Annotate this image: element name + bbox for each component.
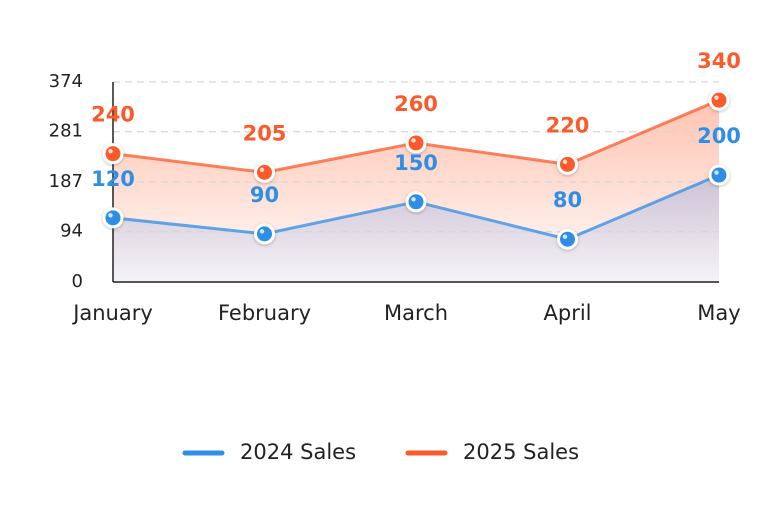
y-tick-label: 281	[49, 121, 83, 142]
point	[557, 228, 578, 250]
point-highlight	[714, 170, 719, 175]
x-tick-label: April	[544, 301, 592, 325]
y-tick-label: 0	[72, 271, 83, 292]
point	[708, 89, 730, 111]
data-label: 150	[394, 151, 438, 175]
point	[557, 153, 578, 175]
data-label: 220	[546, 113, 590, 137]
y-tick-label: 187	[49, 171, 83, 192]
data-label: 120	[91, 167, 135, 191]
x-tick-label: January	[71, 301, 153, 325]
data-label: 260	[394, 92, 438, 116]
point-highlight	[108, 148, 113, 154]
x-tick-label: May	[697, 301, 740, 325]
data-label: 80	[553, 188, 582, 212]
legend-item[interactable]: 2024 Sales	[182, 440, 356, 464]
legend-label: 2024 Sales	[240, 440, 356, 464]
point-highlight	[108, 213, 113, 218]
data-label: 90	[250, 183, 279, 207]
point	[405, 191, 427, 213]
point	[708, 164, 730, 186]
area	[113, 175, 719, 282]
data-label: 200	[697, 124, 741, 148]
point-highlight	[714, 95, 719, 100]
point	[102, 143, 124, 165]
data-label: 205	[243, 121, 287, 145]
point	[405, 132, 427, 154]
x-tick-label: February	[218, 301, 311, 325]
point-highlight	[562, 159, 568, 165]
point-highlight	[411, 138, 416, 143]
point-highlight	[411, 197, 416, 202]
point	[254, 223, 275, 245]
point	[254, 161, 275, 183]
point-highlight	[259, 229, 265, 234]
point	[102, 207, 124, 229]
y-tick-label: 94	[60, 221, 83, 242]
point-highlight	[562, 234, 568, 239]
data-label: 240	[91, 103, 135, 127]
y-tick-label: 374	[49, 71, 83, 92]
point-highlight	[259, 167, 265, 173]
legend-item[interactable]: 2025 Sales	[405, 440, 579, 464]
x-tick-label: March	[384, 301, 448, 325]
legend-label: 2025 Sales	[463, 440, 579, 464]
data-label: 340	[697, 49, 741, 73]
